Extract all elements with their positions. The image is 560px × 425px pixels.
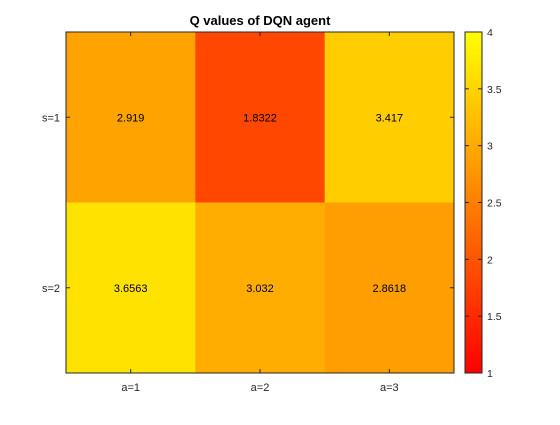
cell-value-label: 3.417 bbox=[376, 112, 404, 124]
cell-value-label: 1.8322 bbox=[243, 112, 277, 124]
colorbar-tick-label: 3.5 bbox=[487, 84, 502, 96]
heatmap-cell bbox=[195, 202, 326, 374]
colorbar-tick-label: 2 bbox=[487, 254, 493, 266]
chart-title: Q values of DQN agent bbox=[190, 13, 332, 28]
heatmap-cell bbox=[66, 32, 196, 203]
heatmap-cell bbox=[324, 202, 455, 374]
colorbar-tick-label: 4 bbox=[487, 27, 493, 39]
cell-value-label: 3.032 bbox=[246, 283, 274, 295]
heatmap-cell bbox=[66, 202, 196, 374]
x-tick-label: a=2 bbox=[251, 382, 270, 394]
colorbar-tick-label: 3 bbox=[487, 141, 493, 153]
cell-value-label: 2.8618 bbox=[373, 283, 407, 295]
colorbar: 1 1.5 2 2.5 3 3.5 4 bbox=[464, 27, 502, 380]
x-tick-label: a=3 bbox=[380, 382, 399, 394]
y-axis: s=1 s=2 bbox=[42, 112, 454, 295]
y-tick-label: s=1 bbox=[42, 112, 60, 124]
heatmap-cell bbox=[324, 32, 455, 203]
colorbar-tick-label: 1 bbox=[487, 368, 493, 380]
x-tick-label: a=1 bbox=[121, 382, 140, 394]
colorbar-tick-label: 2.5 bbox=[487, 198, 502, 210]
colorbar-tick-label: 1.5 bbox=[487, 311, 502, 323]
x-axis: a=1 a=2 a=3 bbox=[121, 32, 399, 394]
heatmap-cell bbox=[195, 32, 326, 203]
cell-value-label: 2.919 bbox=[117, 112, 145, 124]
y-tick-label: s=2 bbox=[42, 283, 60, 295]
heatmap-cells: 2.919 1.8322 3.417 3.6563 3.032 2.8618 bbox=[66, 32, 455, 374]
cell-value-label: 3.6563 bbox=[114, 283, 148, 295]
